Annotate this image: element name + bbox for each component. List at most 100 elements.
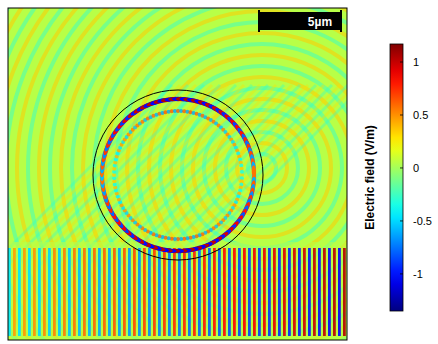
waveguide-mode (58, 248, 61, 336)
waveguide-mode (98, 248, 101, 336)
radiated-wave (8, 8, 347, 340)
waveguide-mode (23, 248, 26, 336)
waveguide-mode (173, 248, 176, 336)
waveguide-mode (318, 248, 321, 336)
colorbar-label: Electric field (V/m) (363, 125, 377, 230)
waveguide-mode (253, 248, 256, 336)
waveguide-mode (133, 248, 136, 336)
waveguide-mode (138, 248, 141, 336)
waveguide-mode (208, 248, 211, 336)
waveguide-mode (153, 248, 156, 336)
figure: 5µm10.50-0.5-1Electric field (V/m) (0, 0, 438, 344)
waveguide-mode (38, 248, 41, 336)
waveguide-mode (158, 248, 161, 336)
waveguide-mode (273, 248, 276, 336)
waveguide-mode (268, 248, 271, 336)
colorbar-tick (400, 220, 403, 221)
radiated-wave (226, 132, 298, 204)
radiated-wave (8, 8, 347, 340)
waveguide-mode (18, 248, 21, 336)
waveguide-mode (28, 248, 31, 336)
waveguide-mode (73, 248, 76, 336)
waveguide-mode (338, 248, 341, 336)
radiated-wave (8, 8, 347, 340)
plot-frame (8, 8, 347, 340)
waveguide-mode (78, 248, 81, 336)
waveguide-mode (238, 248, 241, 336)
interior-wave (184, 85, 347, 265)
waveguide-mode (128, 248, 131, 336)
colorbar-tick-label: 0.5 (413, 109, 428, 121)
waveguide-mode (328, 248, 331, 336)
interior-wave (168, 85, 347, 265)
radiated-wave (8, 8, 347, 340)
waveguide-mode (248, 248, 251, 336)
waveguide-mode (143, 248, 146, 336)
waveguide-mode (118, 248, 121, 336)
colorbar-frame (390, 44, 403, 311)
waveguide-mode (343, 248, 346, 336)
waveguide-mode (33, 248, 36, 336)
waveguide-mode (313, 248, 316, 336)
waveguide-mode (88, 248, 91, 336)
waveguide-mode (148, 248, 151, 336)
waveguide-mode (298, 248, 301, 336)
waveguide-mode (68, 248, 71, 336)
radiated-wave (8, 8, 347, 340)
waveguide-mode (63, 248, 66, 336)
colorbar-tick-label: -1 (413, 268, 423, 280)
waveguide-mode (263, 248, 266, 336)
waveguide-mode (293, 248, 296, 336)
waveguide-mode (83, 248, 86, 336)
waveguide-mode (113, 248, 116, 336)
radiated-wave (8, 8, 347, 340)
scale-bar (258, 12, 342, 30)
waveguide-mode (93, 248, 96, 336)
waveguide-mode (223, 248, 226, 336)
waveguide-mode (278, 248, 281, 336)
waveguide-mode (103, 248, 106, 336)
radiated-wave (61, 8, 347, 340)
ring-outline (93, 90, 263, 260)
interior-wave (136, 85, 316, 265)
ring-mode (251, 165, 256, 177)
radiated-wave (72, 8, 347, 340)
interior-wave (160, 85, 340, 265)
interior-wave (144, 85, 324, 265)
radiated-wave (8, 8, 347, 340)
radiated-wave (204, 110, 320, 226)
waveguide-mode (13, 248, 16, 336)
colorbar-tick (400, 62, 403, 63)
waveguide-mode (193, 248, 196, 336)
radiated-wave (8, 8, 347, 340)
field-map (8, 8, 347, 340)
waveguide-mode (183, 248, 186, 336)
ring-mode (240, 170, 244, 174)
waveguide-mode (213, 248, 216, 336)
waveguide-mode (258, 248, 261, 336)
interior-wave (152, 85, 332, 265)
interior-wave (128, 85, 308, 265)
waveguide-mode (333, 248, 336, 336)
waveguide-mode (168, 248, 171, 336)
waveguide-mode (48, 248, 51, 336)
waveguide-mode (123, 248, 126, 336)
scale-bar-label: 5µm (308, 15, 332, 29)
waveguide-mode (308, 248, 311, 336)
waveguide-mode (323, 248, 326, 336)
radiated-wave (8, 8, 347, 340)
waveguide-mode (203, 248, 206, 336)
colorbar-tick (400, 167, 403, 168)
colorbar-tick-label: -0.5 (413, 215, 432, 227)
radiated-wave (8, 8, 347, 340)
waveguide-mode (198, 248, 201, 336)
waveguide-mode (288, 248, 291, 336)
interior-wave (176, 85, 347, 265)
waveguide-mode (43, 248, 46, 336)
scale-bar-end (340, 10, 342, 32)
radiated-wave (8, 8, 347, 340)
waveguide-mode (53, 248, 56, 336)
colorbar (390, 44, 403, 311)
waveguide-mode (108, 248, 111, 336)
colorbar-tick (400, 114, 403, 115)
